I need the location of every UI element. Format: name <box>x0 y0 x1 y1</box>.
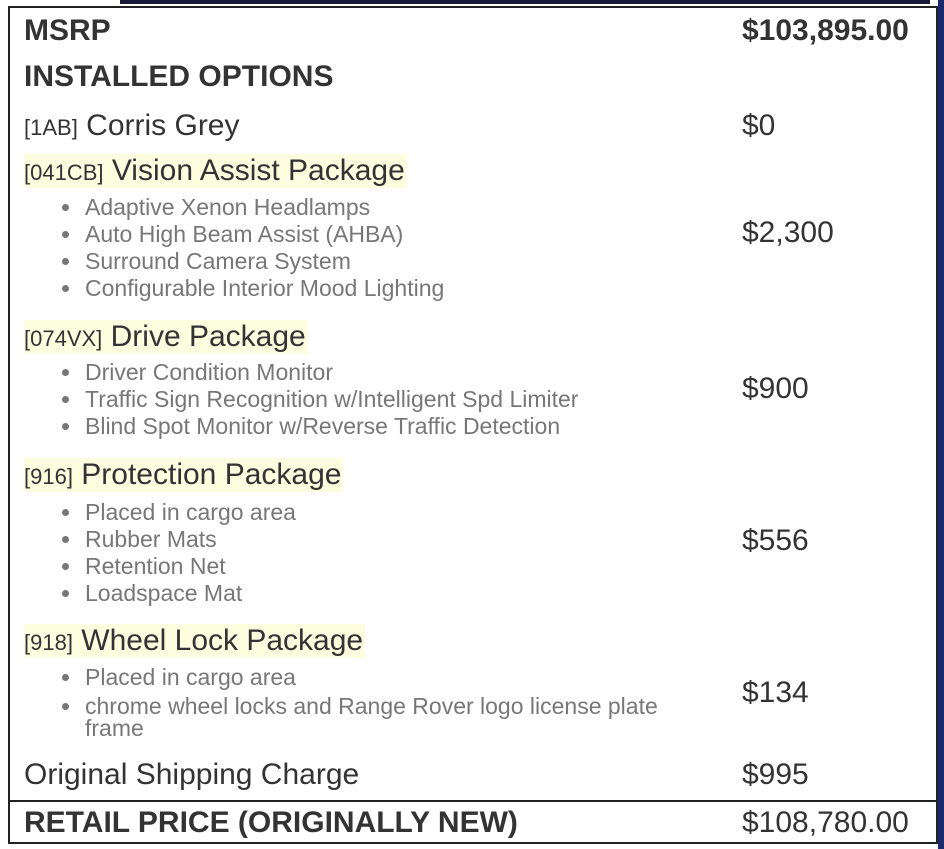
list-item: Auto High Beam Assist (AHBA) <box>83 221 703 248</box>
option-code: [916] <box>24 464 73 489</box>
list-item: Loadspace Mat <box>83 580 703 607</box>
window-sticker-pricing: MSRP $103,895.00 INSTALLED OPTIONS [1AB]… <box>8 6 938 844</box>
retail-label: RETAIL PRICE (ORIGINALLY NEW) <box>24 806 518 839</box>
list-item: Placed in cargo area <box>83 499 703 526</box>
option-price: $900 <box>742 372 809 405</box>
list-item: Retention Net <box>83 553 703 580</box>
option-name: Protection Package <box>81 458 342 491</box>
option-name: Vision Assist Package <box>111 154 405 187</box>
option-code: [041CB] <box>24 160 104 185</box>
option-name: Wheel Lock Package <box>81 624 364 657</box>
option-title: [1AB] Corris Grey <box>24 109 240 143</box>
background-edge <box>938 0 944 849</box>
retail-price: $108,780.00 <box>742 806 909 839</box>
list-item: Configurable Interior Mood Lighting <box>83 275 703 302</box>
option-price: $2,300 <box>742 216 834 249</box>
list-item: Driver Condition Monitor <box>83 359 703 386</box>
option-code: [074VX] <box>24 326 103 351</box>
option-code: [1AB] <box>24 115 78 140</box>
list-item: Adaptive Xenon Headlamps <box>83 194 703 221</box>
option-items: Placed in cargo area chrome wheel locks … <box>69 664 703 740</box>
heading-text: INSTALLED OPTIONS <box>24 60 334 93</box>
option-price: $134 <box>742 676 809 709</box>
option-items: Placed in cargo area Rubber Mats Retenti… <box>69 499 703 607</box>
shipping-price: $995 <box>742 758 809 791</box>
option-title: [918] Wheel Lock Package <box>24 624 366 658</box>
list-item: Traffic Sign Recognition w/Intelligent S… <box>83 386 703 413</box>
option-price: $0 <box>742 109 776 142</box>
list-item: Surround Camera System <box>83 248 703 275</box>
option-name: Corris Grey <box>86 109 240 142</box>
option-price: $556 <box>742 524 809 557</box>
option-items: Adaptive Xenon Headlamps Auto High Beam … <box>69 194 703 302</box>
option-code: [918] <box>24 630 73 655</box>
list-item: Placed in cargo area <box>83 664 703 691</box>
list-item: Rubber Mats <box>83 526 703 553</box>
msrp-price: $103,895.00 <box>742 14 909 47</box>
divider <box>10 800 936 802</box>
option-items: Driver Condition Monitor Traffic Sign Re… <box>69 359 703 440</box>
background-bar <box>120 0 930 4</box>
option-name: Drive Package <box>110 320 306 353</box>
shipping-label: Original Shipping Charge <box>24 758 360 791</box>
list-item: Blind Spot Monitor w/Reverse Traffic Det… <box>83 413 703 440</box>
msrp-label: MSRP <box>24 14 111 47</box>
option-title: [074VX] Drive Package <box>24 320 308 354</box>
option-title: [041CB] Vision Assist Package <box>24 154 407 188</box>
list-item: chrome wheel locks and Range Rover logo … <box>83 695 703 740</box>
option-title: [916] Protection Package <box>24 458 344 492</box>
